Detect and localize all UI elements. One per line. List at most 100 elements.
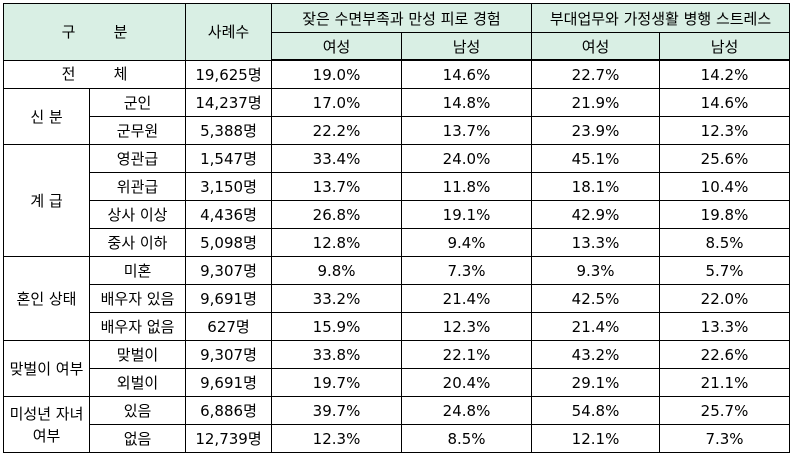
group-label: 맞벌이 여부 [3, 340, 90, 397]
count-cell: 9,307명 [185, 340, 272, 369]
group2-male-cell: 22.6% [659, 340, 790, 369]
table-row: 전 체 19,625명 19.0% 14.6% 22.7% 14.2% [3, 59, 790, 89]
group1-female-cell: 33.8% [271, 340, 402, 369]
sub-category: 배우자 없음 [89, 312, 186, 341]
group2-male-cell: 14.6% [659, 88, 790, 117]
sub-category: 군무원 [89, 116, 186, 145]
header-group2-male: 남성 [659, 32, 790, 61]
count-cell: 5,388명 [185, 116, 272, 145]
count-cell: 9,691명 [185, 284, 272, 313]
group2-male-cell: 25.6% [659, 144, 790, 173]
table-row: 군무원 5,388명 22.2% 13.7% 23.9% 12.3% [4, 116, 790, 145]
header-group2-female: 여성 [531, 32, 660, 61]
count-cell: 5,098명 [185, 228, 272, 257]
sub-category: 상사 이상 [89, 200, 186, 229]
table-row: 신 분 군인 14,237명 17.0% 14.8% 21.9% 14.6% [3, 88, 790, 145]
table-row: 혼인 상태 미혼 9,307명 9.8% 7.3% 9.3% 5.7% [3, 256, 790, 341]
group1-female-cell: 13.7% [271, 172, 402, 201]
sub-category: 중사 이하 [89, 228, 186, 257]
group1-female-cell: 12.8% [271, 228, 402, 257]
group2-male-cell: 22.0% [659, 284, 790, 313]
group1-male-cell: 20.4% [401, 368, 532, 397]
table-row: 배우자 있음 9,691명 33.2% 21.4% 42.5% 22.0% [4, 284, 790, 313]
table-row: 미성년 자녀 여부 있음 6,886명 39.7% 24.8% 54.8% 25.7% [3, 396, 790, 453]
group1-female-cell: 9.8% [271, 256, 402, 285]
group2-male-cell: 8.5% [659, 228, 790, 257]
table-row: 없음 12,739명 12.3% 8.5% 12.1% 7.3% [4, 424, 790, 453]
group2-female-cell: 12.1% [531, 424, 660, 453]
count-cell: 9,691명 [185, 368, 272, 397]
group2-male-cell: 5.7% [659, 256, 790, 285]
count-cell: 627명 [185, 312, 272, 341]
group1-male-cell: 21.4% [401, 284, 532, 313]
count-cell: 9,307명 [185, 256, 272, 285]
count-cell: 6,886명 [185, 396, 272, 425]
group1-female-cell: 12.3% [271, 424, 402, 453]
table-row: 배우자 없음 627명 15.9% 12.3% 21.4% 13.3% [4, 312, 790, 341]
group1-male-cell: 22.1% [401, 340, 532, 369]
group1-male-cell: 12.3% [401, 312, 532, 341]
group1-male-cell: 14.6% [401, 59, 532, 89]
header-group1-female: 여성 [271, 32, 402, 61]
sub-category: 배우자 있음 [89, 284, 186, 313]
header-group1: 잦은 수면부족과 만성 피로 경험 [271, 3, 532, 33]
group2-male-cell: 25.7% [659, 396, 790, 425]
group1-female-cell: 19.7% [271, 368, 402, 397]
group1-male-cell: 24.0% [401, 144, 532, 173]
group1-male-cell: 13.7% [401, 116, 532, 145]
group2-female-cell: 23.9% [531, 116, 660, 145]
group1-male-cell: 11.8% [401, 172, 532, 201]
group-label: 전 체 [3, 59, 186, 89]
sub-category: 있음 [89, 396, 186, 425]
group2-female-cell: 54.8% [531, 396, 660, 425]
sub-category: 영관급 [89, 144, 186, 173]
sub-category: 위관급 [89, 172, 186, 201]
group1-female-cell: 39.7% [271, 396, 402, 425]
group2-male-cell: 14.2% [659, 59, 790, 89]
group2-female-cell: 21.4% [531, 312, 660, 341]
group2-female-cell: 9.3% [531, 256, 660, 285]
group2-male-cell: 10.4% [659, 172, 790, 201]
group1-male-cell: 8.5% [401, 424, 532, 453]
header-group1-male: 남성 [401, 32, 532, 61]
group1-female-cell: 17.0% [271, 88, 402, 117]
group2-female-cell: 18.1% [531, 172, 660, 201]
group-label: 신 분 [3, 88, 90, 145]
group2-male-cell: 7.3% [659, 424, 790, 453]
group1-male-cell: 24.8% [401, 396, 532, 425]
count-cell: 12,739명 [185, 424, 272, 453]
table-row: 상사 이상 4,436명 26.8% 19.1% 42.9% 19.8% [4, 200, 790, 229]
count-cell: 3,150명 [185, 172, 272, 201]
sub-category: 맞벌이 [89, 340, 186, 369]
sub-category: 외벌이 [89, 368, 186, 397]
group1-male-cell: 19.1% [401, 200, 532, 229]
table-row: 위관급 3,150명 13.7% 11.8% 18.1% 10.4% [4, 172, 790, 201]
statistics-table: 구 분 사례수 잦은 수면부족과 만성 피로 경험 부대업무와 가정생활 병행 … [3, 3, 790, 453]
group1-female-cell: 33.4% [271, 144, 402, 173]
group1-female-cell: 19.0% [271, 59, 402, 89]
table-row: 맞벌이 여부 맞벌이 9,307명 33.8% 22.1% 43.2% 22.6% [3, 340, 790, 397]
header-count: 사례수 [185, 3, 272, 61]
table-body: 전 체 19,625명 19.0% 14.6% 22.7% 14.2% 신 분 군인 14,23… [3, 59, 790, 453]
group2-female-cell: 13.3% [531, 228, 660, 257]
group2-male-cell: 13.3% [659, 312, 790, 341]
header-category: 구 분 [3, 3, 186, 61]
table-row: 외벌이 9,691명 19.7% 20.4% 29.1% 21.1% [4, 368, 790, 397]
group-label: 미성년 자녀 여부 [3, 396, 90, 453]
group1-female-cell: 33.2% [271, 284, 402, 313]
group2-female-cell: 22.7% [531, 59, 660, 89]
group2-male-cell: 21.1% [659, 368, 790, 397]
sub-category: 없음 [89, 424, 186, 453]
group2-female-cell: 42.9% [531, 200, 660, 229]
group2-female-cell: 42.5% [531, 284, 660, 313]
group2-female-cell: 45.1% [531, 144, 660, 173]
group2-female-cell: 21.9% [531, 88, 660, 117]
header-group2: 부대업무와 가정생활 병행 스트레스 [531, 3, 790, 33]
group2-male-cell: 19.8% [659, 200, 790, 229]
group-label: 혼인 상태 [3, 256, 90, 341]
sub-category: 군인 [89, 88, 186, 117]
group2-female-cell: 29.1% [531, 368, 660, 397]
group1-male-cell: 14.8% [401, 88, 532, 117]
count-cell: 14,237명 [185, 88, 272, 117]
